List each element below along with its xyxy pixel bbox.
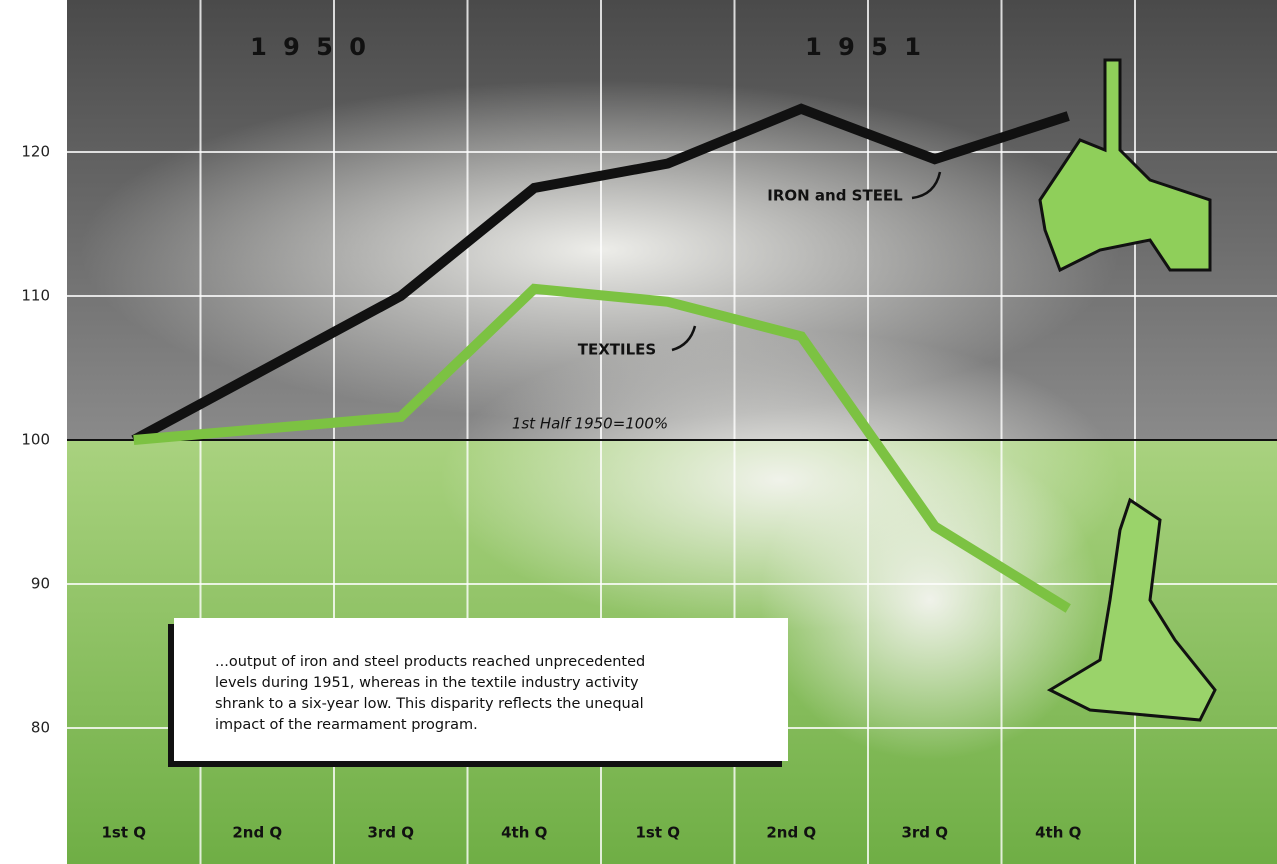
note-box (174, 618, 788, 761)
series-label: TEXTILES (578, 341, 656, 359)
note-text: shrank to a six-year low. This disparity… (215, 696, 644, 712)
baseline-label: 1st Half 1950=100% (512, 415, 668, 433)
year-label: 1 9 5 0 (250, 33, 370, 61)
label-arrow (911, 171, 942, 200)
factory-icon (1038, 58, 1212, 273)
textile-icon (1046, 497, 1217, 722)
x-tick-label: 4th Q (1035, 824, 1081, 842)
x-tick-label: 2nd Q (766, 824, 816, 842)
x-tick-label: 3rd Q (367, 824, 414, 842)
x-tick-label: 1st Q (101, 824, 146, 842)
series-line (133, 283, 1071, 613)
year-label: 1 9 5 1 (805, 33, 925, 61)
series-line (131, 103, 1070, 445)
x-tick-label: 1st Q (635, 824, 680, 842)
y-tick-label: 110 (21, 287, 50, 305)
series-label: IRON and STEEL (767, 187, 903, 205)
y-tick-label: 80 (31, 719, 50, 737)
x-tick-label: 4th Q (501, 824, 547, 842)
note-text: ...output of iron and steel products rea… (215, 654, 645, 670)
y-tick-label: 120 (21, 143, 50, 161)
label-arrow (671, 325, 697, 352)
y-tick-label: 90 (31, 575, 50, 593)
x-tick-label: 3rd Q (901, 824, 948, 842)
plot (67, 103, 1277, 613)
y-tick-label: 100 (21, 431, 50, 449)
note-text: levels during 1951, whereas in the texti… (215, 675, 639, 691)
haze (760, 440, 1100, 760)
x-tick-label: 2nd Q (232, 824, 282, 842)
note-text: impact of the rearmament program. (215, 717, 478, 733)
